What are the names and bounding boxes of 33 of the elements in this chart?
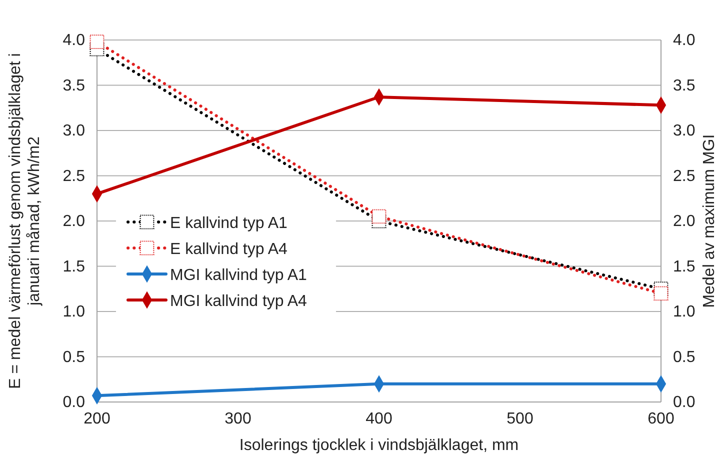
y-tick-label: 4.0 (62, 32, 86, 50)
legend-label: MGI kallvind typ A1 (170, 267, 308, 284)
y2-tick-label: 0.0 (673, 394, 696, 412)
y2-tick-label: 4.0 (673, 32, 696, 50)
y-tick-label: 2.0 (62, 213, 86, 230)
y2-tick-label: 1.0 (673, 304, 696, 321)
y2-tick-label: 2.5 (673, 168, 696, 185)
legend-label: E kallvind typ A1 (170, 215, 288, 232)
y2-tick-label: 1.5 (673, 258, 696, 276)
point (654, 286, 668, 301)
y-tick-label: 1.5 (62, 258, 86, 276)
x-tick-label: 400 (366, 410, 392, 428)
y-tick-label: 3.0 (62, 122, 86, 140)
x-axis-title: Isolerings tjocklek i vindsbjälklaget, mm (239, 437, 519, 454)
y2-tick-label: 2.0 (673, 213, 696, 230)
y2-tick-label: 3.0 (673, 122, 696, 140)
y-tick-label: 1.0 (62, 304, 86, 321)
x-tick-label: 300 (224, 410, 252, 428)
legend-label: MGI kallvind typ A4 (170, 293, 308, 310)
point (90, 34, 104, 50)
y-tick-label: 0.5 (62, 348, 86, 366)
y-axis-title: E = medel värmeförlust genom vindsbjälklaget i januari månad, kWh/m2 (7, 53, 43, 389)
y-tick-label: 0.0 (62, 394, 86, 412)
x-tick-label: 600 (648, 410, 674, 428)
y2-tick-label: 3.5 (673, 77, 696, 94)
x-tick-label: 500 (506, 410, 534, 428)
y-tick-label: 3.5 (62, 77, 86, 94)
point (372, 209, 386, 224)
y2-tick-label: 0.5 (673, 348, 696, 366)
y-tick-label: 2.5 (62, 168, 86, 185)
legend-label: E kallvind typ A4 (170, 241, 288, 258)
x-tick-label: 200 (84, 410, 110, 428)
y2-axis-title: Medel av maximum MGI (701, 134, 718, 308)
